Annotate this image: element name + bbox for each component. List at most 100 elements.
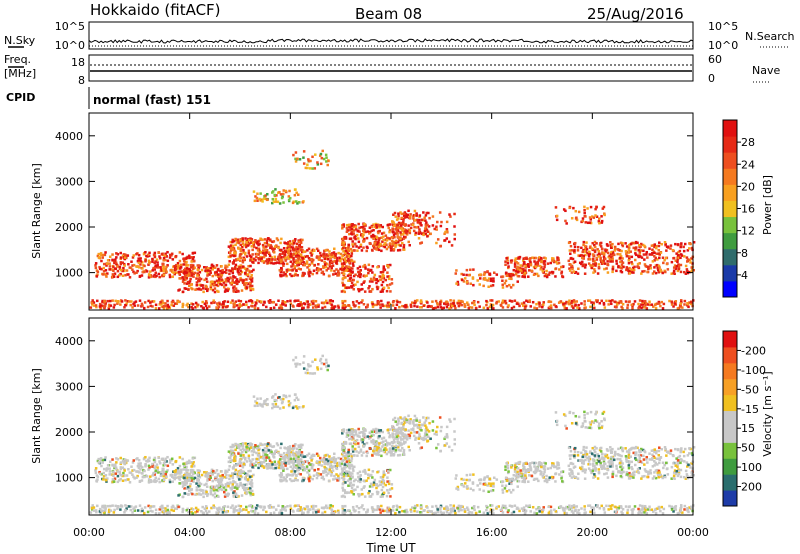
power-cell (313, 249, 316, 253)
velocity-cell (382, 443, 385, 447)
power-cell (449, 215, 452, 218)
power-cell (341, 254, 344, 257)
velocity-cell (363, 428, 366, 431)
power-cell (191, 287, 194, 291)
power-cell (249, 239, 253, 242)
power-cell (454, 272, 458, 275)
power-cell (294, 238, 297, 241)
velocity-cell (281, 457, 285, 460)
velocity-cell (378, 442, 381, 445)
power-cell (376, 265, 379, 269)
power-cell (602, 253, 606, 256)
velocity-cell (347, 462, 350, 466)
power-cell (631, 262, 634, 266)
velocity-cell (354, 442, 357, 446)
power-cell (677, 264, 681, 268)
power-cell (247, 239, 251, 242)
power-cell (426, 223, 429, 227)
power-cell (363, 280, 366, 283)
power-cell (594, 262, 598, 266)
power-cell (235, 279, 238, 283)
power-cell (615, 269, 618, 273)
velocity-cell (239, 469, 243, 473)
power-cell (412, 229, 416, 233)
power-cell (344, 276, 347, 279)
power-cell (588, 216, 592, 219)
velocity-cell (257, 458, 260, 461)
power-cell (187, 305, 190, 309)
power-cell (369, 290, 373, 293)
power-cell (265, 305, 268, 309)
velocity-cell (341, 445, 344, 449)
velocity-cell (247, 456, 251, 460)
velocity-cell (360, 431, 363, 434)
power-cell (583, 208, 586, 212)
power-cell (609, 260, 612, 263)
velocity-cell (234, 468, 238, 472)
power-cell (196, 305, 199, 308)
power-cell (328, 264, 332, 268)
power-cell (266, 198, 269, 201)
power-cell (357, 289, 361, 293)
velocity-cell (325, 467, 329, 471)
power-cell (107, 305, 111, 308)
power-cell (592, 216, 596, 219)
power-cell (299, 258, 302, 262)
power-cell (346, 251, 349, 255)
power-cell (330, 253, 334, 256)
power-cell (439, 303, 442, 306)
velocity-cell (275, 466, 279, 469)
power-cell (101, 253, 105, 257)
power-cell (402, 220, 405, 224)
velocity-cell (303, 467, 307, 471)
velocity-cell (342, 446, 346, 450)
power-cell (310, 300, 314, 303)
power-cell (394, 243, 398, 247)
power-cell (628, 266, 631, 270)
power-cell (415, 212, 418, 215)
power-cell (356, 229, 359, 233)
power-cell (526, 300, 530, 303)
power-cell (162, 304, 166, 308)
velocity-cell (286, 474, 289, 477)
power-cell (368, 280, 372, 283)
velocity-cell (364, 429, 367, 432)
velocity-cell (137, 466, 141, 470)
power-cell (387, 301, 390, 304)
power-cell (135, 252, 138, 256)
power-cell (593, 250, 597, 254)
velocity-cell (103, 458, 107, 462)
power-cell (342, 269, 346, 273)
velocity-cell (188, 473, 192, 477)
power-cell (412, 214, 416, 217)
velocity-cell (216, 489, 220, 493)
velocity-cell (127, 467, 130, 471)
power-cell (164, 267, 168, 271)
velocity-cell (208, 474, 212, 478)
power-cell (646, 256, 649, 259)
power-cell (310, 262, 314, 265)
velocity-cell (287, 446, 290, 449)
power-cell (404, 212, 408, 216)
power-cell (220, 265, 223, 268)
power-cell (515, 269, 518, 273)
power-cell (577, 254, 580, 257)
power-cell (298, 261, 301, 265)
power-cell (682, 249, 686, 253)
power-cell (371, 265, 375, 268)
power-cell (337, 272, 341, 275)
power-cell (287, 198, 291, 202)
velocity-cell (389, 450, 392, 453)
power-cell (305, 260, 309, 263)
velocity-cell (113, 477, 117, 480)
power-cell (445, 220, 449, 224)
power-cell (309, 258, 312, 261)
power-cell (206, 272, 209, 275)
power-cell (119, 251, 122, 255)
power-cell (237, 280, 240, 283)
power-cell (103, 304, 107, 307)
power-cell (148, 260, 151, 264)
power-cell (271, 301, 275, 304)
power-cell (323, 263, 327, 266)
